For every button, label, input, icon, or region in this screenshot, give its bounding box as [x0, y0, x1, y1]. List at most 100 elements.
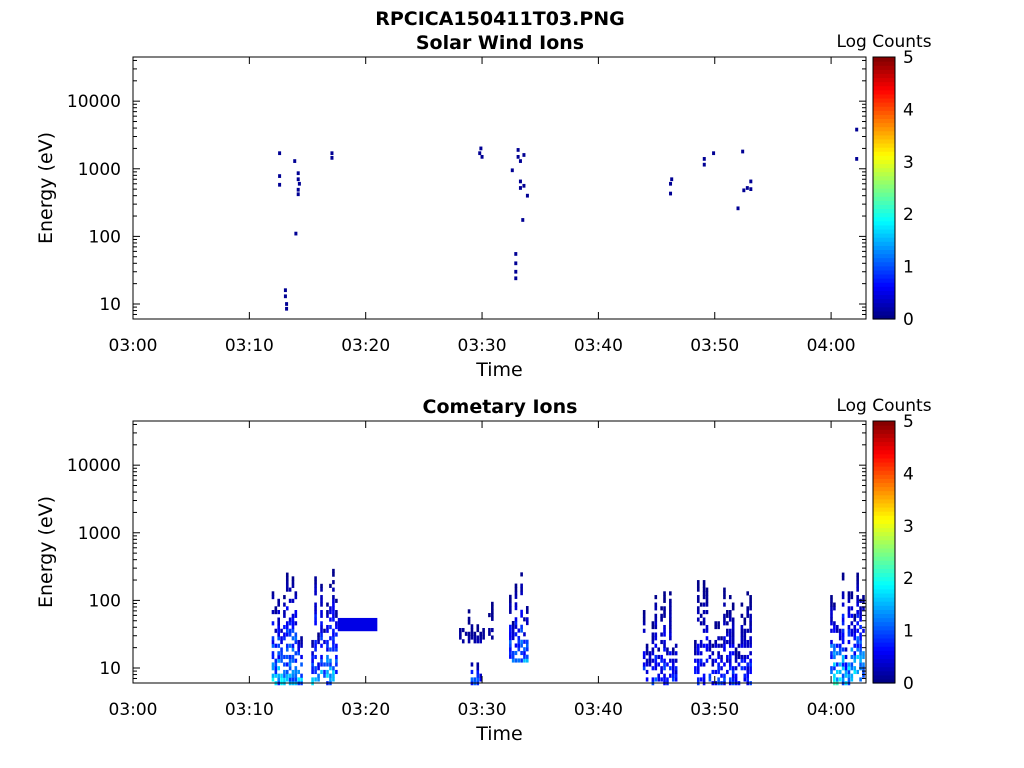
- count-cell: [711, 669, 715, 675]
- count-cell: [669, 628, 672, 633]
- colorbar-swatch: [873, 519, 895, 524]
- count-cell: [838, 632, 842, 637]
- count-cell: [297, 677, 300, 682]
- count-cell: [720, 673, 723, 678]
- count-cell: [314, 643, 317, 648]
- count-cell: [642, 662, 646, 667]
- count-cell: [517, 643, 521, 648]
- count-cell: [332, 595, 335, 600]
- count-cell: [274, 669, 278, 675]
- count-cell: [523, 650, 526, 656]
- count-cell: [651, 636, 655, 641]
- count-cell: [332, 677, 335, 682]
- count-cell: [332, 610, 335, 615]
- count-cell: [847, 632, 851, 637]
- count-cell: [731, 617, 735, 622]
- colorbar-swatch: [873, 302, 895, 308]
- count-cell: [470, 677, 474, 682]
- count-cell: [320, 654, 323, 660]
- count-cell: [847, 613, 851, 618]
- count-cell: [734, 647, 738, 652]
- count-cell: [642, 621, 646, 626]
- x-tick-label: 03:20: [341, 700, 390, 720]
- count-cell: [669, 666, 672, 671]
- count-cell: [663, 598, 666, 603]
- heatmap-cells: [271, 568, 865, 686]
- count-cell: [332, 572, 335, 577]
- count-cell: [283, 677, 286, 682]
- count-cell: [694, 666, 697, 671]
- count-cell: [520, 572, 523, 577]
- count-cell: [271, 610, 275, 615]
- x-tick-label: 03:30: [458, 700, 507, 720]
- colorbar-swatch: [873, 531, 895, 537]
- colorbar-tick-label: 0: [903, 674, 914, 694]
- count-cell: [329, 647, 332, 652]
- count-cell: [862, 628, 865, 633]
- count-cell: [271, 654, 275, 660]
- count-cell: [651, 651, 655, 656]
- count-cell: [708, 647, 712, 652]
- count-cell: [743, 621, 747, 626]
- count-cell: [291, 643, 295, 648]
- count-cell: [525, 639, 529, 644]
- count-cell: [856, 621, 859, 626]
- colorbar-swatch: [873, 461, 895, 467]
- count-cell: [280, 636, 283, 641]
- count-cell: [511, 632, 515, 637]
- count-cell: [728, 613, 732, 618]
- count-cell: [841, 613, 845, 618]
- count-cell: [274, 673, 278, 678]
- colorbar-swatch: [873, 453, 895, 459]
- count-cell: [509, 624, 512, 629]
- count-cell: [518, 179, 522, 184]
- count-cell: [841, 621, 845, 626]
- colorbar-swatch: [873, 523, 895, 529]
- count-cell: [737, 643, 741, 648]
- y-axis: 10 100 1000 10000: [67, 59, 866, 320]
- count-cell: [657, 677, 661, 682]
- count-cell: [702, 673, 706, 678]
- colorbar-swatch: [873, 106, 895, 111]
- count-cell: [297, 181, 301, 186]
- count-cell: [654, 602, 658, 607]
- count-cell: [717, 643, 720, 648]
- count-cell: [830, 617, 833, 622]
- count-cell: [737, 662, 741, 667]
- count-cell: [850, 673, 854, 678]
- count-cell: [696, 669, 700, 675]
- count-cell: [850, 628, 854, 633]
- count-cell: [291, 636, 295, 641]
- count-cell: [320, 610, 323, 615]
- count-cell: [714, 624, 718, 630]
- count-cell: [651, 666, 655, 671]
- y-tick-label: 10000: [67, 92, 121, 112]
- colorbar-swatch: [873, 167, 895, 173]
- count-cell: [702, 591, 706, 596]
- colorbar-swatch: [873, 151, 895, 156]
- count-cell: [836, 643, 839, 648]
- count-cell: [841, 654, 845, 660]
- count-cell: [476, 627, 480, 633]
- count-cell: [844, 654, 848, 660]
- count-cell: [853, 628, 857, 633]
- count-cell: [836, 628, 839, 633]
- count-cell: [711, 643, 715, 648]
- count-cell: [740, 628, 744, 633]
- count-cell: [317, 636, 320, 641]
- count-cell: [833, 606, 836, 611]
- count-cell: [841, 662, 845, 667]
- count-cell: [702, 162, 706, 167]
- count-cell: [478, 151, 482, 156]
- colorbar-swatch: [873, 658, 895, 664]
- count-cell: [335, 621, 338, 626]
- count-cell: [702, 602, 706, 607]
- count-cell: [660, 669, 663, 675]
- count-cell: [271, 666, 275, 671]
- count-cell: [314, 654, 317, 660]
- count-cell: [708, 673, 712, 678]
- count-cell: [320, 636, 323, 641]
- colorbar-swatch: [873, 196, 895, 201]
- count-cell: [726, 621, 729, 626]
- colorbar-swatch: [873, 216, 895, 222]
